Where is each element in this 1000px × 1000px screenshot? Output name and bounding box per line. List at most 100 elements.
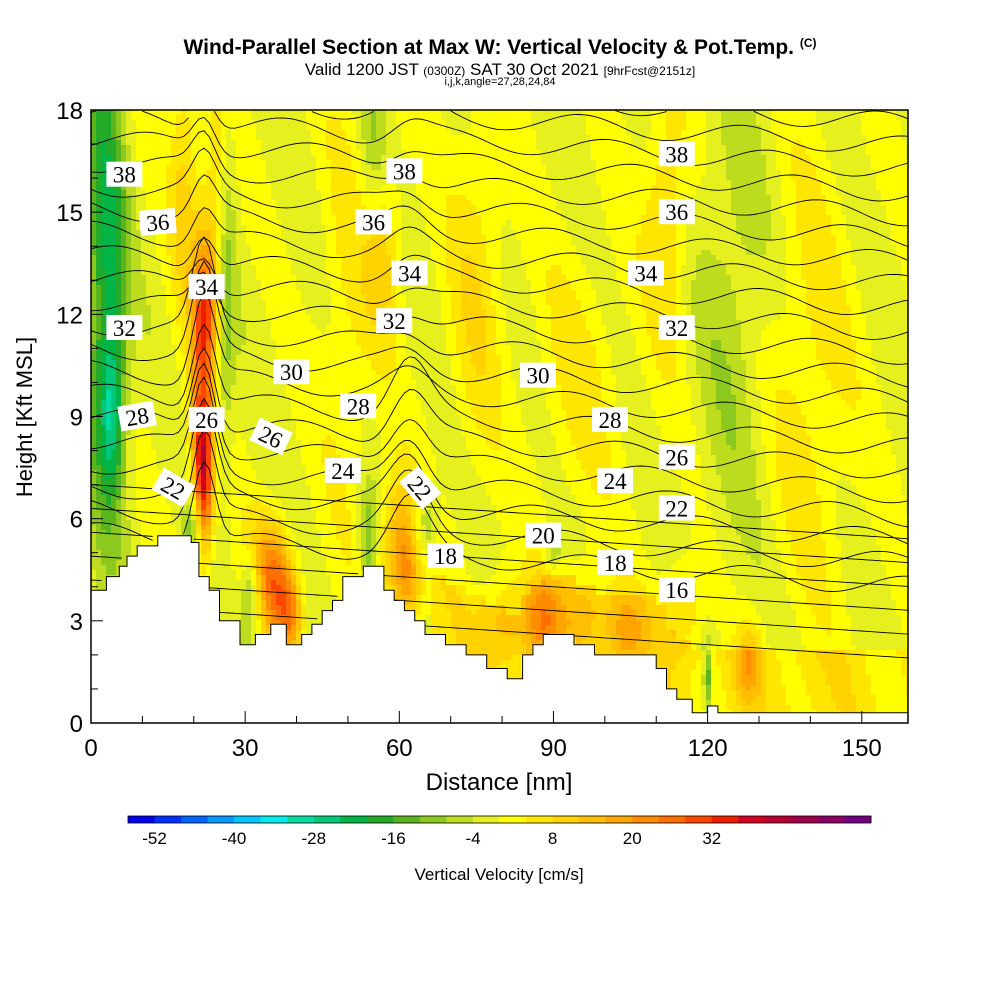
field-cell [116,250,122,256]
field-cell [291,330,297,336]
field-cell [271,115,277,121]
field-cell [231,560,237,566]
field-cell [256,285,262,291]
field-cell [101,260,107,266]
field-cell [176,470,182,476]
field-cell [261,265,267,271]
field-cell [261,365,267,371]
field-cell [101,555,107,561]
field-cell [266,465,272,471]
field-cell [101,390,107,396]
field-cell [181,420,187,426]
field-cell [91,345,97,351]
field-cell [271,500,277,506]
field-cell [196,220,202,226]
field-cell [166,500,172,506]
field-cell [191,525,197,531]
field-cell [161,135,167,141]
field-cell [266,260,272,266]
field-cell [166,315,172,321]
field-cell [211,250,217,256]
field-cell [196,475,202,481]
field-cell [116,150,122,156]
field-cell [96,405,102,411]
field-cell [176,235,182,241]
field-cell [211,545,217,551]
field-cell [161,195,167,201]
field-cell [241,230,247,236]
field-cell [91,400,97,406]
field-cell [286,140,292,146]
field-cell [146,350,152,356]
field-cell [191,510,197,516]
field-cell [91,240,97,246]
field-cell [171,505,177,511]
field-cell [286,540,292,546]
field-cell [96,160,102,166]
field-cell [186,245,192,251]
field-cell [176,305,182,311]
field-cell [141,150,147,156]
field-cell [181,350,187,356]
field-cell [131,110,137,116]
field-cell [141,380,147,386]
field-cell [246,230,252,236]
field-cell [196,385,202,391]
field-cell [236,540,242,546]
field-cell [276,110,282,116]
field-cell [256,630,262,636]
field-cell [151,475,157,481]
field-cell [261,570,267,576]
field-cell [161,460,167,466]
field-cell [91,300,97,306]
field-cell [116,490,122,496]
field-cell [206,525,212,531]
field-cell [291,250,297,256]
field-cell [256,340,262,346]
field-cell [156,110,162,116]
field-cell [191,125,197,131]
field-cell [191,215,197,221]
field-cell [101,370,107,376]
field-cell [266,210,272,216]
field-cell [201,365,207,371]
field-cell [251,135,257,141]
field-cell [136,515,142,521]
field-cell [221,590,227,596]
field-cell [271,240,277,246]
field-cell [136,355,142,361]
field-cell [246,635,252,641]
field-cell [116,475,122,481]
field-cell [246,370,252,376]
field-cell [151,370,157,376]
field-cell [226,605,232,611]
field-cell [261,480,267,486]
field-cell [276,225,282,231]
field-cell [171,185,177,191]
field-cell [271,305,277,311]
field-cell [141,470,147,476]
field-cell [151,335,157,341]
field-cell [206,165,212,171]
field-cell [286,280,292,286]
field-cell [96,120,102,126]
field-cell [146,275,152,281]
field-cell [151,520,157,526]
field-cell [141,130,147,136]
field-cell [246,330,252,336]
field-cell [191,150,197,156]
field-cell [251,355,257,361]
field-cell [146,270,152,276]
field-cell [131,200,137,206]
field-cell [221,460,227,466]
field-cell [196,480,202,486]
field-cell [156,420,162,426]
field-cell [241,570,247,576]
field-cell [106,465,112,471]
field-cell [226,320,232,326]
field-cell [151,285,157,291]
field-cell [261,405,267,411]
field-cell [101,150,107,156]
field-cell [266,480,272,486]
field-cell [271,490,277,496]
